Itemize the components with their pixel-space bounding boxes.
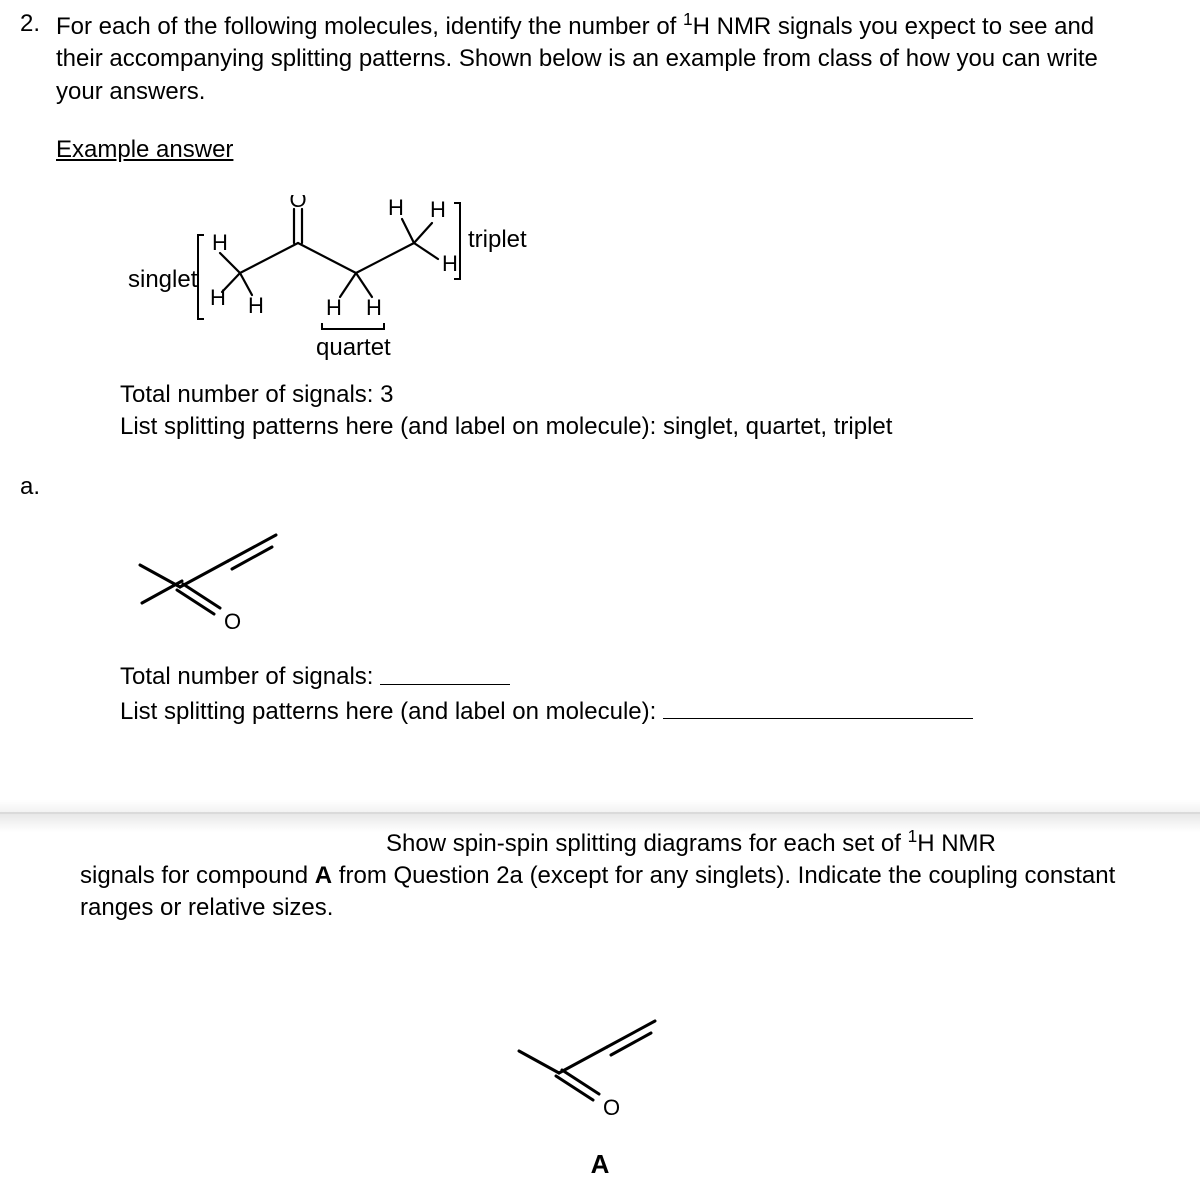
- question-prompt: For each of the following molecules, ide…: [56, 8, 1140, 108]
- example-heading: Example answer: [56, 134, 1140, 166]
- triplet-label: triplet: [468, 226, 527, 253]
- sup-1: 1: [683, 9, 693, 29]
- blank1-label: Total number of signals:: [120, 664, 380, 691]
- molecule-a-repeat: O A: [505, 981, 695, 1182]
- question-number: 2.: [0, 8, 56, 443]
- atom-h: H: [442, 251, 458, 276]
- molecule-a: O: [120, 495, 1200, 645]
- quartet-label: quartet: [316, 334, 391, 361]
- atom-h: H: [388, 195, 404, 220]
- sup-1b: 1: [908, 826, 918, 846]
- prompt-h1nmr: H NMR: [693, 13, 772, 40]
- prompt-seg3: your answers.: [56, 78, 205, 105]
- prompt-seg1: For each of the following molecules, ide…: [56, 13, 683, 40]
- atom-h: H: [326, 295, 342, 320]
- compound-a-label: A: [505, 1147, 695, 1182]
- atom-h: H: [212, 230, 228, 255]
- blank-signals-row: Total number of signals:: [120, 659, 1200, 694]
- example-diagram: O H H H H H H H H: [120, 195, 1140, 375]
- q3-line3: ranges or relative sizes.: [80, 894, 333, 921]
- q3-block: Show spin-spin splitting diagrams for ea…: [80, 825, 1120, 1201]
- atom-o: O: [289, 195, 306, 212]
- page-divider-shade: [0, 800, 1200, 814]
- blank-patterns-row: List splitting patterns here (and label …: [120, 694, 1200, 729]
- atom-h: H: [248, 293, 264, 318]
- atom-h: H: [430, 197, 446, 222]
- blank-signals[interactable]: [380, 659, 510, 684]
- prompt-seg2: their accompanying splitting patterns. S…: [56, 45, 1098, 72]
- atom-h: H: [210, 285, 226, 310]
- q3-line1a: Show spin-spin splitting diagrams for ea…: [386, 830, 908, 857]
- example-summary-1: Total number of signals: 3: [120, 379, 1140, 411]
- q3-line2b: from Question 2a (except for any singlet…: [332, 862, 1115, 889]
- atom-o: O: [224, 609, 241, 634]
- q3-line2: signals for compound: [80, 862, 315, 889]
- prompt-seg1b: signals you expect to see and: [771, 13, 1094, 40]
- q3-h1nmr: H NMR: [917, 830, 996, 857]
- singlet-label: singlet: [128, 266, 198, 293]
- example-summary-2: List splitting patterns here (and label …: [120, 411, 1140, 443]
- blank-patterns[interactable]: [663, 694, 973, 719]
- blank2-label: List splitting patterns here (and label …: [120, 698, 663, 725]
- q3-boldA: A: [315, 862, 332, 889]
- atom-h: H: [366, 295, 382, 320]
- atom-o: O: [603, 1095, 620, 1120]
- part-a-label: a.: [0, 471, 56, 728]
